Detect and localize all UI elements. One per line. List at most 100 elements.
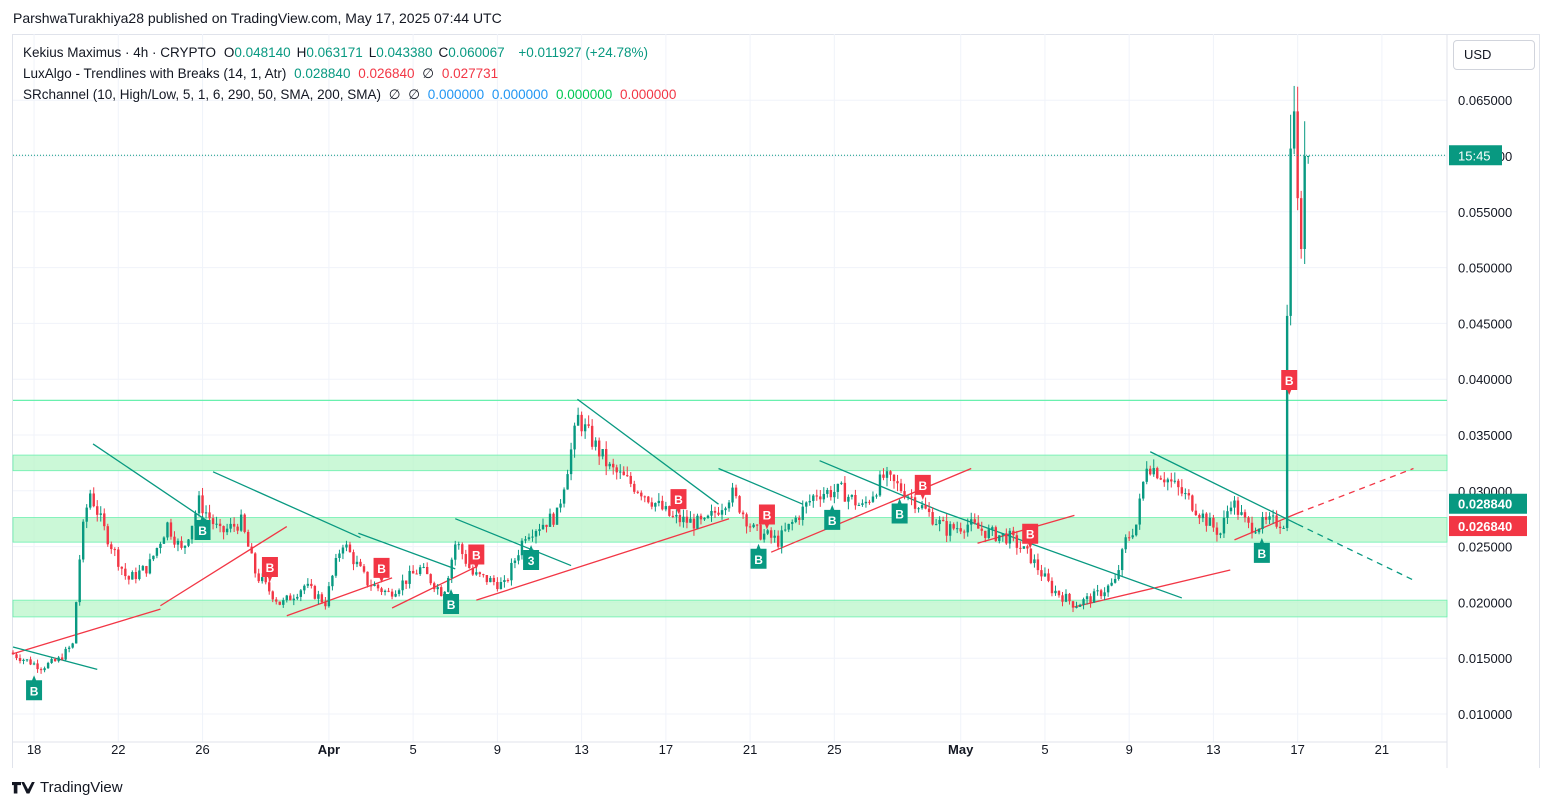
break-marker-down[interactable]: B bbox=[1281, 370, 1298, 396]
candle-body bbox=[218, 523, 222, 527]
break-marker-shape bbox=[373, 557, 390, 583]
time-tick-label: 21 bbox=[743, 742, 757, 757]
break-marker-up[interactable]: B bbox=[443, 588, 460, 614]
break-marker-up[interactable]: B bbox=[26, 675, 43, 701]
candle-body bbox=[1068, 593, 1071, 602]
candle-body bbox=[576, 414, 580, 426]
tradingview-logo-text: TradingView bbox=[40, 779, 123, 796]
break-marker-up[interactable]: B bbox=[194, 514, 211, 540]
candle-body bbox=[268, 582, 271, 592]
break-marker-down[interactable]: B bbox=[914, 474, 931, 500]
candle-body bbox=[1033, 559, 1036, 564]
candle-body bbox=[250, 546, 253, 554]
candle-body bbox=[282, 600, 285, 605]
ohlc-key: C bbox=[438, 45, 449, 60]
break-marker-down[interactable]: B bbox=[468, 544, 485, 570]
candle-body bbox=[36, 663, 39, 670]
price-tick-label: 0.035000 bbox=[1458, 428, 1512, 443]
candle-body bbox=[1243, 512, 1247, 518]
candle-body bbox=[801, 506, 804, 520]
break-marker-down[interactable]: B bbox=[670, 489, 687, 515]
candle-body bbox=[275, 599, 278, 602]
candle-body bbox=[1180, 487, 1184, 494]
candle-body bbox=[601, 449, 604, 457]
currency-selector[interactable]: USD bbox=[1453, 40, 1535, 70]
candle-body bbox=[615, 467, 618, 473]
break-marker-down[interactable]: B bbox=[373, 557, 390, 583]
candle-body bbox=[447, 577, 450, 592]
candle-body bbox=[92, 493, 95, 507]
candle-body bbox=[355, 561, 359, 565]
candle-body bbox=[552, 513, 555, 525]
break-marker-up[interactable]: B bbox=[750, 543, 767, 569]
candle-body bbox=[527, 537, 531, 540]
candle-body bbox=[173, 536, 176, 545]
candle-body bbox=[1015, 535, 1019, 548]
candle-body bbox=[917, 508, 920, 510]
candle-body bbox=[931, 512, 934, 525]
candle-body bbox=[190, 525, 194, 540]
candle-body bbox=[43, 668, 46, 671]
candle-body bbox=[906, 496, 910, 498]
indicator-1-value-2: 0.026840 bbox=[358, 66, 415, 81]
candle-body bbox=[232, 523, 236, 527]
break-marker-up[interactable]: B bbox=[891, 498, 908, 524]
candle-body bbox=[885, 471, 889, 478]
candle-body bbox=[1135, 524, 1138, 536]
candle-body bbox=[425, 566, 429, 575]
candle-body bbox=[517, 555, 520, 561]
symbol-name[interactable]: Kekius Maximus · 4h · CRYPTO bbox=[23, 45, 217, 60]
legend-symbol-row[interactable]: Kekius Maximus · 4h · CRYPTO O0.048140 H0… bbox=[23, 45, 652, 60]
candle-body bbox=[668, 506, 671, 516]
indicator-2-empty-2: ∅ bbox=[408, 87, 421, 102]
legend-indicator-1[interactable]: LuxAlgo - Trendlines with Breaks (14, 1,… bbox=[23, 66, 502, 82]
break-marker-down[interactable]: B bbox=[758, 504, 775, 530]
time-tick-label: 18 bbox=[27, 742, 41, 757]
candle-body bbox=[612, 463, 615, 468]
candle-body bbox=[225, 528, 229, 533]
legend-indicator-2[interactable]: SRchannel (10, High/Low, 5, 1, 6, 290, 5… bbox=[23, 87, 680, 103]
candle-body bbox=[169, 522, 173, 537]
tradingview-logo[interactable]: TradingView bbox=[12, 779, 123, 796]
candle-body bbox=[138, 570, 141, 580]
candle-body bbox=[868, 501, 871, 503]
candle-body bbox=[264, 577, 267, 583]
break-marker-label: B bbox=[472, 549, 481, 563]
candle-body bbox=[998, 535, 1001, 541]
break-marker-up[interactable]: B bbox=[1253, 537, 1270, 563]
break-marker-label: B bbox=[266, 561, 275, 575]
candle-body bbox=[1142, 481, 1145, 499]
candle-body bbox=[166, 522, 169, 538]
candle-body bbox=[1131, 535, 1134, 538]
time-tick-label: 9 bbox=[494, 742, 501, 757]
indicator-1-name[interactable]: LuxAlgo - Trendlines with Breaks (14, 1,… bbox=[23, 66, 287, 81]
candle-body bbox=[1282, 527, 1285, 529]
candle-body bbox=[127, 576, 131, 580]
candle-body bbox=[1054, 590, 1057, 594]
candle-body bbox=[966, 524, 969, 533]
break-marker-shape bbox=[523, 545, 540, 571]
break-marker-up[interactable]: 3 bbox=[523, 545, 540, 571]
candle-body bbox=[1250, 522, 1254, 534]
indicator-2-value-1: 0.000000 bbox=[427, 87, 485, 102]
tradingview-logo-icon bbox=[12, 781, 36, 795]
break-marker-down[interactable]: B bbox=[1022, 523, 1039, 549]
candle-body bbox=[1036, 559, 1040, 571]
candle-body bbox=[383, 590, 387, 593]
candle-body bbox=[1306, 156, 1310, 157]
candle-body bbox=[619, 471, 622, 473]
candle-body bbox=[854, 494, 857, 506]
candle-body bbox=[720, 510, 724, 515]
break-marker-up[interactable]: B bbox=[824, 504, 841, 530]
indicator-2-name[interactable]: SRchannel (10, High/Low, 5, 1, 6, 290, 5… bbox=[23, 87, 381, 102]
candle-body bbox=[871, 496, 875, 502]
candle-body bbox=[545, 524, 548, 527]
candle-body bbox=[640, 492, 643, 497]
break-marker-down[interactable]: B bbox=[261, 557, 278, 583]
candle-body bbox=[257, 573, 260, 582]
candle-body bbox=[331, 575, 334, 587]
trendline bbox=[212, 471, 361, 539]
last-price-label: 15:45 bbox=[1449, 145, 1502, 166]
candle-body bbox=[1184, 493, 1187, 495]
